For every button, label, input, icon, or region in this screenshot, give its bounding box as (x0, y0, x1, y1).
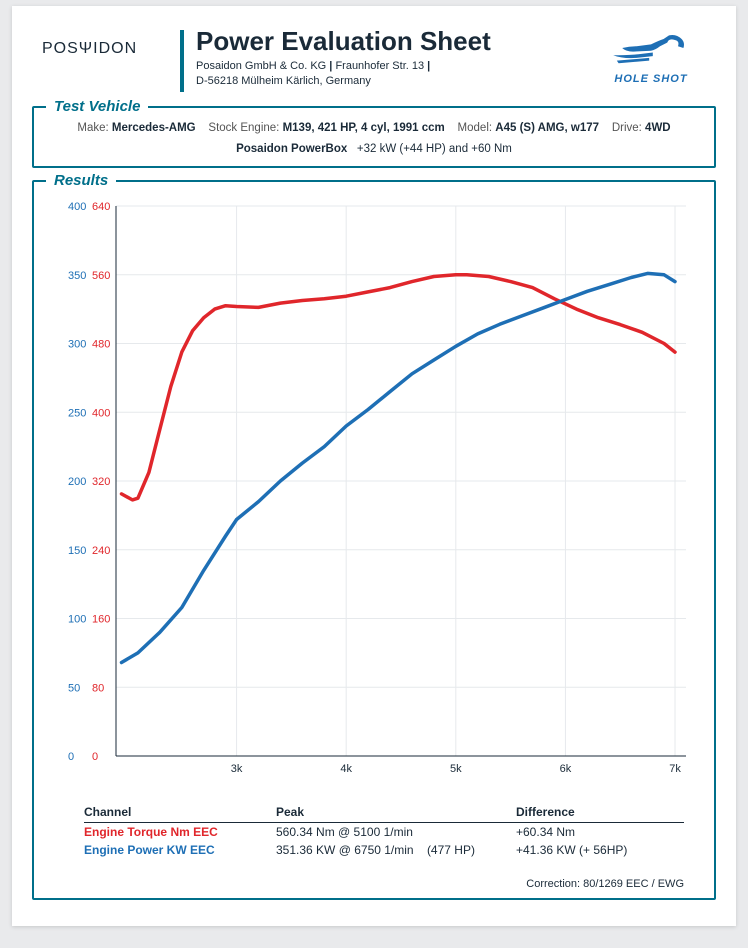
test-vehicle-box: Test Vehicle Make: Mercedes-AMG Stock En… (32, 106, 716, 168)
svg-text:5k: 5k (450, 763, 462, 775)
power-peak: 351.36 KW @ 6750 1/min (477 HP) (276, 841, 516, 859)
torque-channel: Engine Torque Nm EEC (84, 823, 276, 842)
torque-diff: +60.34 Nm (516, 823, 684, 842)
engine-label: Stock Engine: (208, 122, 279, 134)
svg-text:0: 0 (68, 751, 74, 763)
svg-text:200: 200 (68, 476, 86, 488)
chart-svg: 0 0 50 80 100 160 150 240 200 320 250 400 300 480 350 5… (48, 196, 704, 786)
svg-text:250: 250 (68, 407, 86, 419)
svg-text:7k: 7k (669, 763, 681, 775)
svg-text:3k: 3k (231, 763, 243, 775)
th-peak: Peak (276, 802, 516, 823)
power-peak-val: 351.36 KW @ 6750 1/min (276, 843, 414, 857)
holeshot-logo: HOLE SHOT (596, 26, 706, 85)
make-label: Make: (77, 122, 108, 134)
model-label: Model: (458, 122, 493, 134)
power-extra: (477 HP) (427, 843, 475, 857)
engine-value: M139, 421 HP, 4 cyl, 1991 ccm (283, 122, 445, 134)
results-box: Results 00508010016015024020032025040030… (32, 180, 716, 900)
svg-text:480: 480 (92, 339, 110, 351)
summary-table: Channel Peak Difference Engine Torque Nm… (84, 802, 684, 859)
company-line: Posaidon GmbH & Co. KG | Fraunhofer Str.… (196, 59, 596, 90)
svg-text:300: 300 (68, 339, 86, 351)
power-channel: Engine Power KW EEC (84, 841, 276, 859)
dyno-chart: 0 0 50 80 100 160 150 240 200 320 250 400 300 480 350 5… (48, 196, 700, 786)
page-title: Power Evaluation Sheet (196, 26, 596, 57)
row-torque: Engine Torque Nm EEC 560.34 Nm @ 5100 1/… (84, 823, 684, 842)
power-diff: +41.36 KW (+ 56HP) (516, 841, 684, 859)
svg-text:80: 80 (92, 682, 104, 694)
tune-value: +32 kW (+44 HP) and +60 Nm (357, 143, 512, 155)
svg-text:150: 150 (68, 545, 86, 557)
model-value: A45 (S) AMG, w177 (495, 122, 599, 134)
th-channel: Channel (84, 802, 276, 823)
svg-text:240: 240 (92, 545, 110, 557)
drive-value: 4WD (645, 122, 671, 134)
test-vehicle-title: Test Vehicle (46, 98, 148, 115)
make-value: Mercedes-AMG (112, 122, 196, 134)
drive-label: Drive: (612, 122, 642, 134)
row-power: Engine Power KW EEC 351.36 KW @ 6750 1/m… (84, 841, 684, 859)
svg-text:320: 320 (92, 476, 110, 488)
company-city: D-56218 Mülheim Kärlich, Germany (196, 75, 371, 87)
svg-text:560: 560 (92, 270, 110, 282)
svg-text:640: 640 (92, 201, 110, 213)
header: POSΨIDON Power Evaluation Sheet Posaidon… (42, 26, 706, 96)
results-title: Results (46, 172, 116, 189)
horse-icon (606, 26, 696, 70)
svg-text:0: 0 (92, 751, 98, 763)
vehicle-info: Make: Mercedes-AMG Stock Engine: M139, 4… (34, 108, 714, 159)
header-divider (180, 30, 184, 92)
torque-peak-val: 560.34 Nm @ 5100 1/min (276, 825, 413, 839)
correction-note: Correction: 80/1269 EEC / EWG (526, 878, 684, 890)
th-diff: Difference (516, 802, 684, 823)
svg-text:100: 100 (68, 614, 86, 626)
svg-text:350: 350 (68, 270, 86, 282)
posaidon-logo: POSΨIDON (42, 26, 172, 58)
svg-text:50: 50 (68, 682, 80, 694)
company-street: Fraunhofer Str. 13 (335, 60, 424, 72)
company-name: Posaidon GmbH & Co. KG (196, 60, 326, 72)
header-main: Power Evaluation Sheet Posaidon GmbH & C… (196, 26, 596, 90)
svg-text:400: 400 (68, 201, 86, 213)
svg-text:4k: 4k (340, 763, 352, 775)
svg-text:160: 160 (92, 614, 110, 626)
torque-peak: 560.34 Nm @ 5100 1/min (276, 823, 516, 842)
svg-text:400: 400 (92, 407, 110, 419)
holeshot-text: HOLE SHOT (596, 73, 706, 85)
svg-text:6k: 6k (560, 763, 572, 775)
tune-label: Posaidon PowerBox (236, 143, 347, 155)
